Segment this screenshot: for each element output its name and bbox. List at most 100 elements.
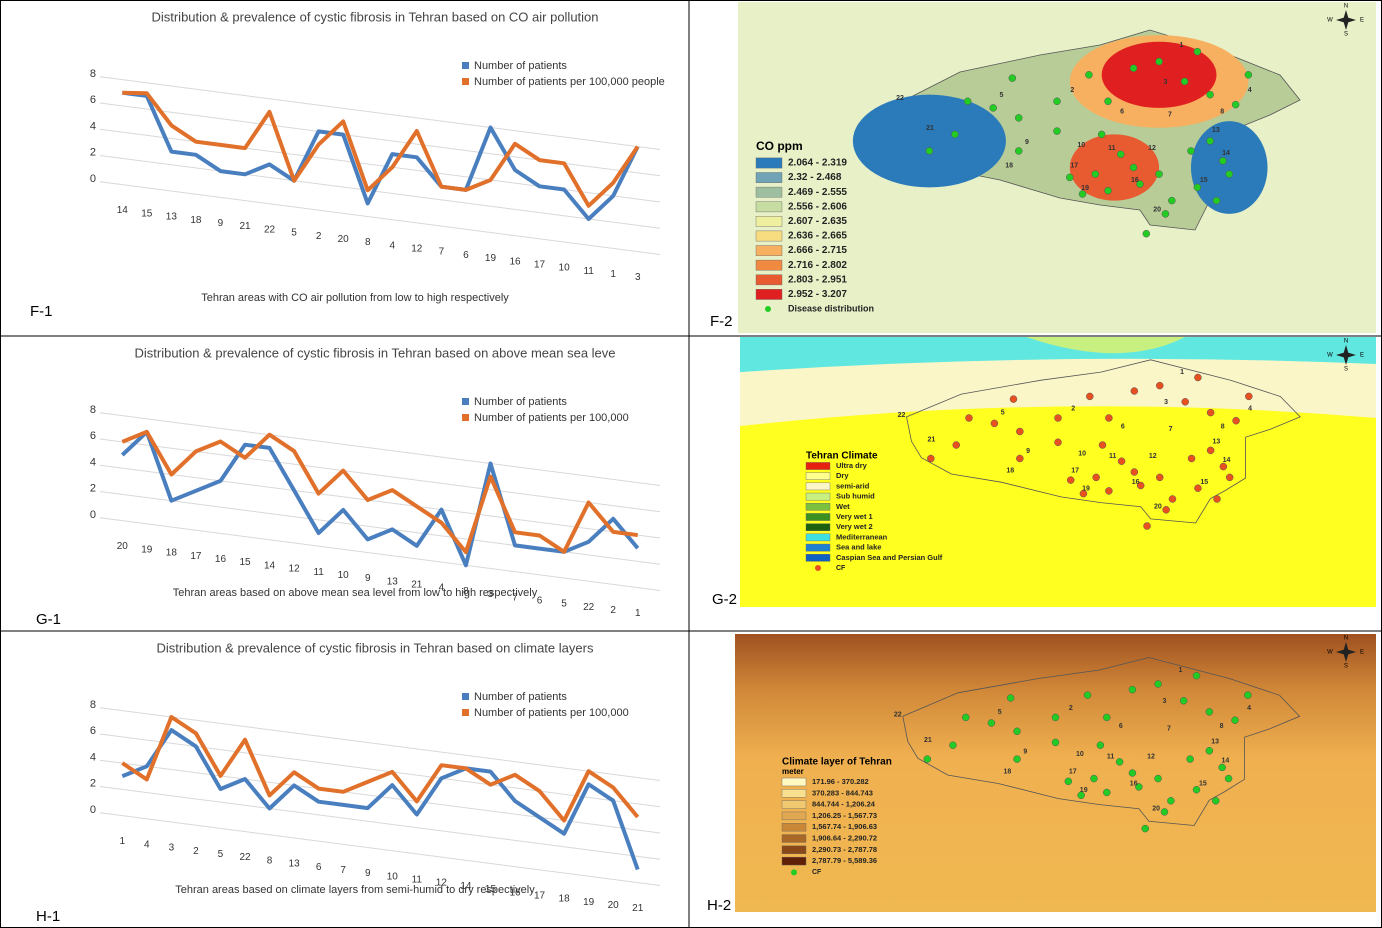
area-label: 5 — [1001, 410, 1005, 417]
legend-label: Mediterranean — [836, 532, 888, 541]
case-dot — [1014, 147, 1023, 155]
area-label: 7 — [1167, 726, 1171, 733]
case-dot — [1117, 150, 1125, 159]
compass-label: N — [1344, 4, 1348, 10]
legend-swatch — [805, 533, 831, 542]
case-dot — [1085, 71, 1093, 79]
x-tick-label: 15 — [485, 884, 497, 895]
case-dot — [1231, 716, 1239, 724]
x-tick-label: 1 — [119, 836, 125, 847]
area-label: 14 — [1221, 758, 1229, 765]
case-dot — [1105, 487, 1113, 495]
x-axis-title: Tehran areas with CO air pollution from … — [201, 292, 509, 304]
area-label: 8 — [1220, 109, 1224, 116]
case-dot — [1206, 408, 1215, 417]
area-label: 12 — [1148, 145, 1156, 152]
compass-rose — [1336, 10, 1356, 30]
case-dot — [1205, 747, 1214, 755]
compass-label: W — [1327, 650, 1333, 656]
legend-title: CO ppm — [756, 139, 803, 153]
legend-label: 1,567.74 - 1,906.63 — [812, 822, 877, 831]
legend-swatch — [805, 523, 831, 531]
case-dot — [1104, 97, 1112, 106]
legend-swatch — [781, 800, 807, 809]
area-label: 3 — [1163, 698, 1167, 705]
case-dot — [1128, 769, 1137, 777]
area-label: 12 — [1147, 753, 1155, 760]
co-zone — [1190, 121, 1268, 214]
case-dot — [927, 454, 935, 463]
legend-swatch — [755, 172, 783, 183]
legend-swatch — [781, 811, 807, 821]
x-tick-label: 8 — [267, 855, 273, 866]
legend-swatch — [805, 513, 831, 521]
x-tick-label: 7 — [439, 247, 445, 258]
compass-label: S — [1344, 367, 1348, 373]
area-label: 4 — [1248, 406, 1252, 413]
area-label: 1 — [1180, 369, 1184, 376]
case-dot — [1083, 691, 1092, 699]
area-label: 11 — [1108, 145, 1116, 152]
legend-label: CF — [812, 869, 822, 876]
grid-line — [99, 181, 661, 255]
x-tick-label: 19 — [485, 253, 497, 264]
legend-swatch — [781, 856, 807, 866]
case-dot — [1206, 137, 1214, 145]
x-axis-title: Tehran areas based on climate layers fro… — [175, 884, 535, 896]
case-dot — [1180, 77, 1189, 86]
case-dot — [1181, 398, 1189, 406]
area-label: 6 — [1119, 723, 1123, 730]
case-dot — [1156, 473, 1164, 482]
case-dot — [1129, 64, 1138, 72]
legend-label: Dry — [836, 471, 849, 480]
legend-swatch — [805, 472, 831, 480]
case-dot — [1162, 506, 1170, 514]
case-dot — [1213, 495, 1221, 503]
x-tick-label: 10 — [338, 570, 350, 581]
x-tick-label: 13 — [166, 212, 178, 223]
legend-swatch — [781, 823, 807, 832]
chart-title: Distribution & prevalence of cystic fibr… — [134, 345, 615, 360]
grid-line — [99, 517, 661, 591]
area-label: 19 — [1081, 185, 1089, 192]
case-dot — [1212, 196, 1221, 205]
case-dot — [1079, 489, 1088, 498]
legend-label: 844.744 - 1,206.24 — [812, 800, 876, 809]
case-dot — [989, 104, 997, 112]
y-tick-label: 4 — [90, 120, 96, 132]
series-line — [121, 728, 640, 871]
x-tick-label: 21 — [411, 580, 423, 591]
area-label: 8 — [1220, 723, 1224, 730]
legend-label: Number of patients — [474, 691, 567, 703]
case-dot — [1006, 694, 1015, 702]
legend-swatch — [755, 186, 783, 198]
case-dot — [1078, 190, 1087, 198]
case-dot — [987, 719, 996, 727]
legend-label: 171.96 - 370.282 — [812, 777, 869, 786]
area-label: 1 — [1179, 42, 1183, 49]
x-tick-label: 6 — [537, 595, 543, 606]
x-tick-label: 18 — [190, 215, 202, 226]
case-dot — [1194, 373, 1202, 382]
grid-line — [99, 464, 661, 539]
case-dot — [1194, 484, 1202, 492]
y-tick-label: 4 — [90, 456, 96, 468]
x-tick-label: 5 — [218, 849, 224, 860]
x-tick-label: 20 — [608, 900, 620, 911]
legend-label: Number of patients per 100,000 people — [474, 76, 665, 88]
area-label: 3 — [1164, 399, 1168, 406]
legend-swatch — [805, 492, 831, 501]
legend-label: 2.32 - 2.468 — [788, 172, 842, 183]
grid-line — [99, 412, 661, 486]
case-dot — [1154, 680, 1162, 688]
case-dot — [1092, 473, 1100, 482]
legend-label: 2.666 - 2.715 — [788, 245, 847, 256]
case-dot — [1013, 727, 1021, 736]
legend-title: Climate layer of Tehran — [782, 757, 892, 768]
case-dot — [1136, 481, 1145, 490]
area-label: 22 — [898, 412, 906, 419]
legend-swatch — [805, 503, 831, 511]
case-dot — [1193, 183, 1202, 192]
legend-label: Number of patients per 100,000 — [474, 707, 629, 719]
